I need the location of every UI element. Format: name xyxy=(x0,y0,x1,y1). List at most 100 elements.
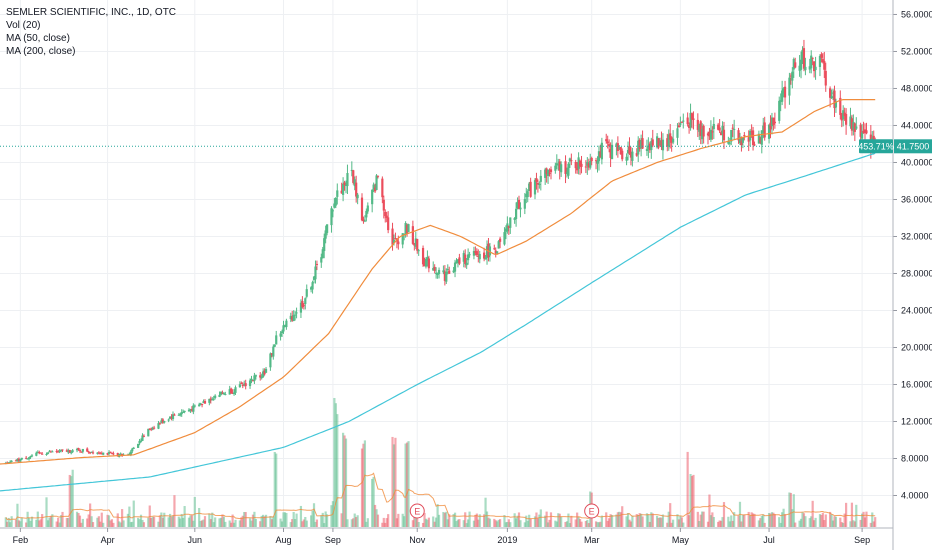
earnings-marker[interactable] xyxy=(584,503,600,519)
candle-body xyxy=(485,246,489,258)
volume-bar xyxy=(436,504,439,527)
candle-body xyxy=(843,112,846,116)
candle-body xyxy=(157,423,160,429)
volume-bar xyxy=(262,514,265,527)
volume-histogram xyxy=(4,397,877,527)
earnings-marker[interactable] xyxy=(409,503,425,519)
volume-bar xyxy=(421,522,425,527)
candle-body xyxy=(813,61,816,72)
candle-body xyxy=(778,100,781,121)
candle-body xyxy=(112,453,115,455)
volume-bar xyxy=(222,516,225,527)
volume-bar xyxy=(324,511,327,527)
y-tick-label: 44.0000 xyxy=(901,120,932,130)
volume-bar xyxy=(821,512,824,527)
candle-body xyxy=(151,427,154,430)
volume-bar xyxy=(539,509,542,527)
candle-body xyxy=(38,452,41,454)
legend-ma200[interactable]: MA (200, close) xyxy=(6,46,76,57)
candle-body xyxy=(529,181,532,197)
volume-bar xyxy=(657,517,660,527)
volume-bar xyxy=(760,515,763,527)
volume-bar xyxy=(833,516,836,527)
volume-bar xyxy=(767,512,771,527)
candle-body xyxy=(783,86,787,98)
candle-body xyxy=(554,165,557,171)
volume-bar xyxy=(99,521,102,527)
candle-body xyxy=(773,121,776,124)
x-tick-label: Nov xyxy=(409,535,426,545)
volume-bar xyxy=(150,517,153,527)
volume-bar xyxy=(243,512,246,527)
volume-bar xyxy=(472,520,476,527)
volume-bar xyxy=(869,522,872,527)
volume-bar xyxy=(872,521,875,527)
volume-bar xyxy=(462,520,465,527)
candle-body xyxy=(641,138,644,149)
volume-bar xyxy=(711,512,714,527)
volume-bar xyxy=(371,478,374,527)
volume-bar xyxy=(416,518,419,527)
candle-body xyxy=(259,375,262,378)
candle-body xyxy=(747,137,750,142)
candle-body xyxy=(517,199,521,209)
x-tick-label: Feb xyxy=(13,535,29,545)
volume-bar xyxy=(824,514,827,527)
volume-bar xyxy=(528,514,531,527)
volume-bar xyxy=(228,520,231,527)
candle-body xyxy=(173,414,176,416)
price-tag-bg xyxy=(894,139,932,154)
candle-body xyxy=(9,461,12,463)
volume-bar xyxy=(254,518,257,527)
volume-bar xyxy=(9,522,12,527)
legend-volume[interactable]: Vol (20) xyxy=(6,20,41,31)
candle-body xyxy=(523,199,526,209)
volume-bar xyxy=(426,519,429,527)
candle-body xyxy=(708,131,711,137)
volume-bar xyxy=(264,514,268,527)
candle-body xyxy=(472,251,476,256)
candle-body xyxy=(477,255,480,257)
volume-bar xyxy=(157,521,160,527)
candle-body xyxy=(576,167,579,171)
candle-body xyxy=(346,173,349,187)
symbol-title[interactable]: SEMLER SCIENTIFIC, INC., 1D, OTC xyxy=(6,7,177,18)
volume-bar xyxy=(116,513,119,527)
candle-body xyxy=(509,217,512,228)
candle-body xyxy=(394,238,397,240)
volume-bar xyxy=(344,438,348,527)
candle-body xyxy=(141,435,144,441)
volume-bar xyxy=(792,494,795,527)
volume-bar xyxy=(153,516,156,527)
volume-bar xyxy=(544,515,547,527)
volume-bar xyxy=(477,519,480,527)
candle-body xyxy=(666,138,669,147)
candle-body xyxy=(269,353,272,368)
volume-bar xyxy=(853,521,856,527)
volume-bar xyxy=(48,517,51,527)
candle-body xyxy=(264,368,268,373)
candle-body xyxy=(59,450,63,452)
volume-bar xyxy=(570,515,573,527)
candle-body xyxy=(597,151,601,162)
time-axis[interactable]: Feb Apr Jun Aug Sep Nov 2019 Mar May Jul Sep xyxy=(13,528,871,545)
volume-bar xyxy=(49,516,52,527)
volume-bar xyxy=(187,517,191,527)
candle-body xyxy=(842,110,845,120)
candle-body xyxy=(214,395,217,398)
volume-bar xyxy=(414,514,417,527)
candle-body xyxy=(560,164,563,173)
candle-body xyxy=(717,124,720,130)
volume-bar xyxy=(762,514,765,527)
volume-bar xyxy=(448,514,451,527)
legend-ma50[interactable]: MA (50, close) xyxy=(6,33,70,44)
volume-bar xyxy=(10,516,13,527)
volume-bar xyxy=(404,443,407,527)
volume-bar xyxy=(118,521,121,527)
volume-bar xyxy=(666,522,669,527)
candle-body xyxy=(96,452,99,454)
candle-body xyxy=(343,182,346,186)
volume-bar xyxy=(526,520,529,527)
